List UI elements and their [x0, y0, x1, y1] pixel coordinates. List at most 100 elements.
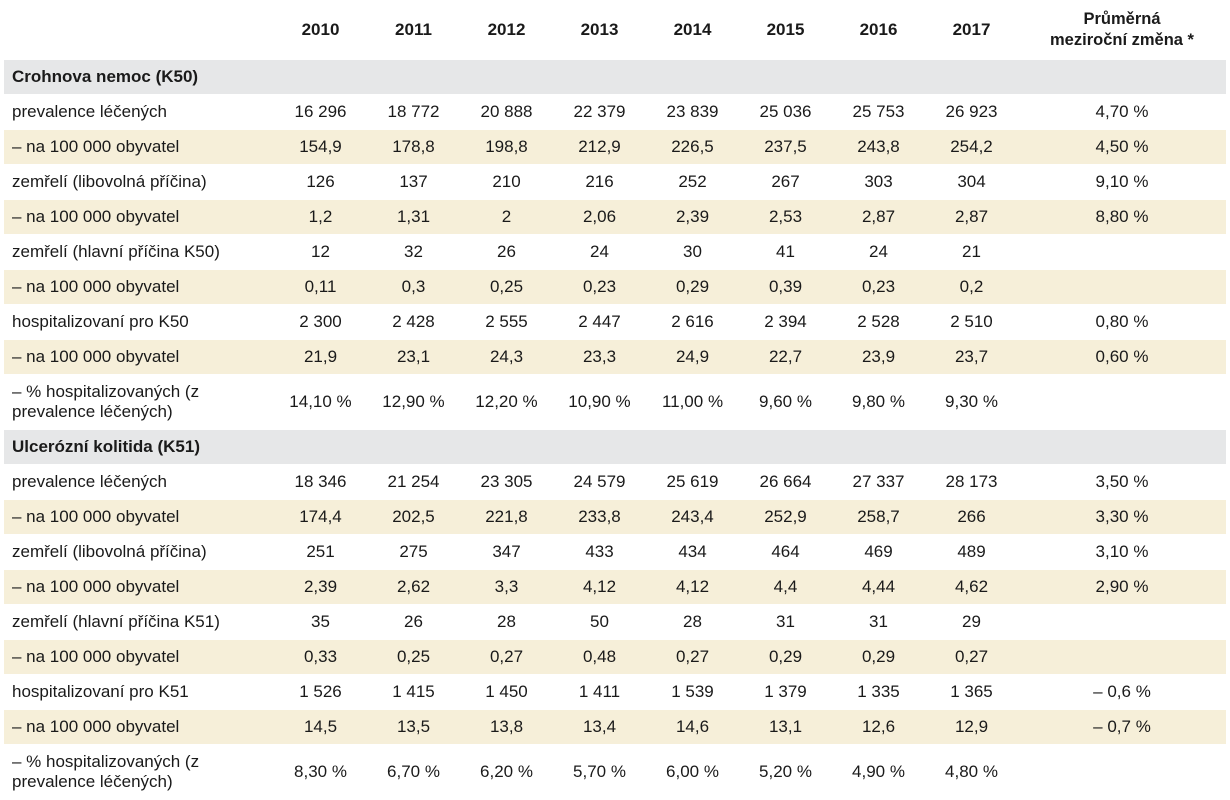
value-cell: 210 — [460, 164, 553, 200]
statistics-table: 2010 2011 2012 2013 2014 2015 2016 2017 … — [4, 0, 1226, 800]
year-header: 2016 — [832, 0, 925, 60]
value-cell: 198,8 — [460, 129, 553, 165]
value-cell: 2 528 — [832, 304, 925, 340]
row-label: – na 100 000 obyvatel — [4, 199, 274, 235]
value-cell: 251 — [274, 534, 367, 570]
value-cell: 1 335 — [832, 674, 925, 710]
value-cell: 12,9 — [925, 709, 1018, 745]
value-cell: 2 510 — [925, 304, 1018, 340]
table-row: – % hospitalizovaných (z prevalence léče… — [4, 744, 1226, 800]
table-row: – na 100 000 obyvatel 0,11 0,3 0,25 0,23 0,29… — [4, 269, 1226, 305]
section-title: Ulcerózní kolitida (K51) — [4, 429, 1226, 465]
row-label: – na 100 000 obyvatel — [4, 129, 274, 165]
value-cell: 267 — [739, 164, 832, 200]
value-cell: 14,6 — [646, 709, 739, 745]
value-cell: 35 — [274, 604, 367, 640]
avg-change-cell: 0,60 % — [1018, 339, 1226, 375]
value-cell: 178,8 — [367, 129, 460, 165]
value-cell: 2,39 — [274, 569, 367, 605]
value-cell: 233,8 — [553, 499, 646, 535]
table-row: hospitalizovaní pro K51 1 526 1 415 1 450 1 … — [4, 674, 1226, 710]
year-header: 2010 — [274, 0, 367, 60]
header-row: 2010 2011 2012 2013 2014 2015 2016 2017 … — [4, 0, 1226, 60]
value-cell: 28 173 — [925, 464, 1018, 500]
value-cell: 5,70 % — [553, 744, 646, 800]
value-cell: 24 579 — [553, 464, 646, 500]
row-label: zemřelí (hlavní příčina K50) — [4, 234, 274, 270]
value-cell: 9,60 % — [739, 374, 832, 430]
value-cell: 347 — [460, 534, 553, 570]
value-cell: 23,7 — [925, 339, 1018, 375]
value-cell: 0,29 — [739, 639, 832, 675]
value-cell: 226,5 — [646, 129, 739, 165]
table-row: zemřelí (libovolná příčina) 126 137 210 216 2… — [4, 164, 1226, 200]
value-cell: 13,4 — [553, 709, 646, 745]
value-cell: 2,06 — [553, 199, 646, 235]
row-label: zemřelí (hlavní příčina K51) — [4, 604, 274, 640]
value-cell: 6,20 % — [460, 744, 553, 800]
table-body: Crohnova nemoc (K50) prevalence léčených 1… — [4, 60, 1226, 800]
value-cell: 25 619 — [646, 464, 739, 500]
value-cell: 434 — [646, 534, 739, 570]
row-label: – na 100 000 obyvatel — [4, 709, 274, 745]
value-cell: 2,87 — [832, 199, 925, 235]
value-cell: 13,8 — [460, 709, 553, 745]
value-cell: 11,00 % — [646, 374, 739, 430]
value-cell: 23,1 — [367, 339, 460, 375]
value-cell: 433 — [553, 534, 646, 570]
avg-change-cell: 3,30 % — [1018, 499, 1226, 535]
value-cell: 9,30 % — [925, 374, 1018, 430]
table-row: prevalence léčených 18 346 21 254 23 305 24 … — [4, 464, 1226, 500]
row-label: – % hospitalizovaných (z prevalence léče… — [4, 744, 274, 800]
table-row: zemřelí (libovolná příčina) 251 275 347 433 4… — [4, 534, 1226, 570]
table-row: – na 100 000 obyvatel 1,2 1,31 2 2,06 2,39 2,5… — [4, 199, 1226, 235]
value-cell: 31 — [739, 604, 832, 640]
year-header: 2017 — [925, 0, 1018, 60]
row-label: prevalence léčených — [4, 94, 274, 130]
avg-change-cell — [1018, 374, 1226, 430]
row-label: – na 100 000 obyvatel — [4, 499, 274, 535]
value-cell: 1 365 — [925, 674, 1018, 710]
value-cell: 23,9 — [832, 339, 925, 375]
value-cell: 1,31 — [367, 199, 460, 235]
value-cell: 489 — [925, 534, 1018, 570]
year-header: 2013 — [553, 0, 646, 60]
table-row: hospitalizovaní pro K50 2 300 2 428 2 555 2 … — [4, 304, 1226, 340]
value-cell: 0,23 — [553, 269, 646, 305]
avg-change-cell: 4,70 % — [1018, 94, 1226, 130]
avg-change-cell: 8,80 % — [1018, 199, 1226, 235]
value-cell: 24 — [553, 234, 646, 270]
row-label: hospitalizovaní pro K50 — [4, 304, 274, 340]
value-cell: 252,9 — [739, 499, 832, 535]
value-cell: 254,2 — [925, 129, 1018, 165]
value-cell: 32 — [367, 234, 460, 270]
value-cell: 0,29 — [646, 269, 739, 305]
value-cell: 126 — [274, 164, 367, 200]
value-cell: 1 379 — [739, 674, 832, 710]
avg-change-cell — [1018, 234, 1226, 270]
value-cell: 23 305 — [460, 464, 553, 500]
value-cell: 12,6 — [832, 709, 925, 745]
value-cell: 13,5 — [367, 709, 460, 745]
value-cell: 1 450 — [460, 674, 553, 710]
row-label: – na 100 000 obyvatel — [4, 569, 274, 605]
value-cell: 22,7 — [739, 339, 832, 375]
value-cell: 0,48 — [553, 639, 646, 675]
value-cell: 12,90 % — [367, 374, 460, 430]
value-cell: 26 — [367, 604, 460, 640]
value-cell: 2 — [460, 199, 553, 235]
section-header-row: Crohnova nemoc (K50) — [4, 60, 1226, 95]
value-cell: 6,00 % — [646, 744, 739, 800]
table-row: zemřelí (hlavní příčina K50) 12 32 26 24 30 41… — [4, 234, 1226, 270]
value-cell: 0,23 — [832, 269, 925, 305]
year-header: 2012 — [460, 0, 553, 60]
value-cell: 18 346 — [274, 464, 367, 500]
value-cell: 8,30 % — [274, 744, 367, 800]
value-cell: 14,10 % — [274, 374, 367, 430]
value-cell: 2,87 — [925, 199, 1018, 235]
section-header-row: Ulcerózní kolitida (K51) — [4, 429, 1226, 465]
value-cell: 243,4 — [646, 499, 739, 535]
table-header: 2010 2011 2012 2013 2014 2015 2016 2017 … — [4, 0, 1226, 60]
value-cell: 31 — [832, 604, 925, 640]
value-cell: 3,3 — [460, 569, 553, 605]
